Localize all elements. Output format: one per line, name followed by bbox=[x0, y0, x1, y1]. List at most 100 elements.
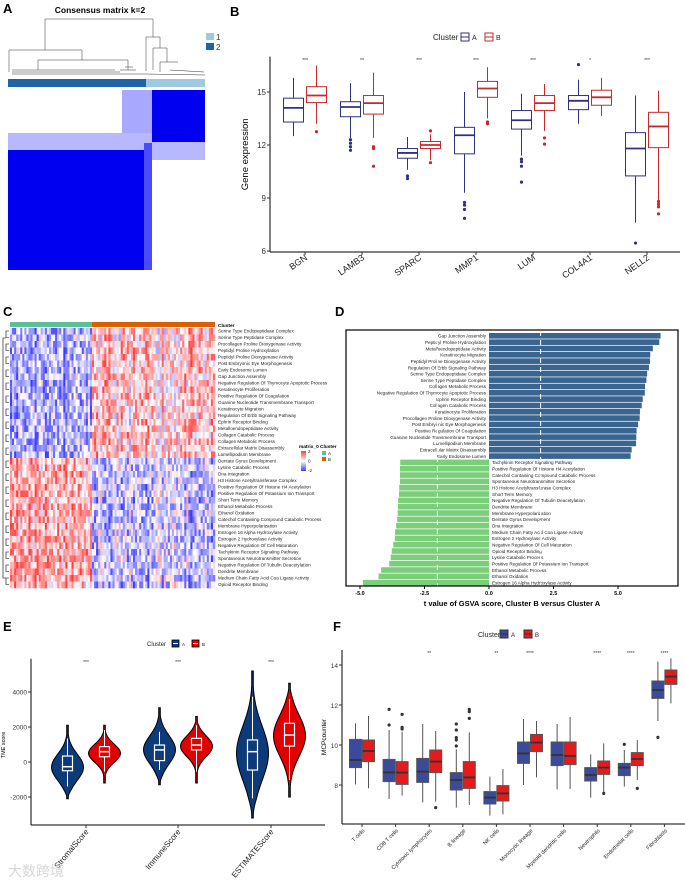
heatmap-cell bbox=[114, 451, 117, 459]
heatmap-cell bbox=[53, 549, 56, 556]
heatmap-cell bbox=[81, 516, 85, 524]
heatmap-cell bbox=[69, 412, 72, 420]
heatmap-cell bbox=[157, 341, 160, 348]
heatmap-cell bbox=[202, 419, 206, 426]
bar-label: Lysine Catabolic Process bbox=[492, 555, 544, 560]
heatmap-cell bbox=[26, 438, 29, 446]
heatmap-cell bbox=[81, 347, 85, 355]
heatmap-cell bbox=[26, 575, 29, 582]
heatmap-cell bbox=[133, 334, 136, 342]
heatmap-cell bbox=[198, 380, 201, 387]
heatmap-cell bbox=[71, 438, 74, 446]
heatmap-cell bbox=[96, 451, 99, 459]
heatmap-cell bbox=[71, 471, 74, 478]
heatmap-cell bbox=[38, 360, 42, 368]
heatmap-cell bbox=[59, 380, 62, 387]
heatmap-cell bbox=[157, 542, 160, 550]
heatmap-cell bbox=[190, 575, 193, 582]
significance-label: *** bbox=[175, 660, 181, 666]
heatmap-cell bbox=[38, 464, 42, 472]
heatmap-cell bbox=[161, 347, 165, 355]
heatmap-cell bbox=[137, 399, 140, 407]
bar-label: Positive Regulation Of Potassium Ion Tra… bbox=[492, 561, 589, 566]
heatmap-cell bbox=[141, 477, 144, 485]
heatmap-cell bbox=[108, 510, 111, 517]
heatmap-cell bbox=[116, 367, 119, 374]
heatmap-cell bbox=[186, 458, 189, 465]
heatmap-cell bbox=[149, 542, 152, 550]
heatmap-cell bbox=[159, 575, 162, 582]
heatmap-cell bbox=[65, 451, 68, 459]
heatmap-cell bbox=[36, 419, 39, 426]
heatmap-cell bbox=[133, 451, 136, 459]
heatmap-cell bbox=[174, 347, 177, 355]
heatmap-cell bbox=[100, 490, 103, 498]
row-label: Lysine Catabolic Process bbox=[218, 465, 270, 470]
heatmap-cell bbox=[202, 341, 206, 348]
heatmap-cell bbox=[161, 536, 165, 543]
heatmap-cell bbox=[69, 484, 72, 491]
heatmap-cell bbox=[108, 581, 111, 589]
heatmap-cell bbox=[147, 386, 150, 394]
outlier-point bbox=[428, 161, 433, 165]
heatmap-cell bbox=[38, 458, 42, 465]
heatmap-legend-tick: 2 bbox=[308, 449, 311, 454]
heatmap-cell bbox=[202, 334, 206, 342]
heatmap-cell bbox=[85, 529, 89, 537]
heatmap-cell bbox=[145, 451, 148, 459]
heatmap-cell bbox=[94, 581, 97, 589]
heatmap-cell bbox=[98, 412, 101, 420]
heatmap-cell bbox=[12, 497, 15, 504]
heatmap-cell bbox=[198, 490, 201, 498]
heatmap-cell bbox=[204, 393, 208, 400]
heatmap-cell bbox=[92, 393, 95, 400]
heatmap-cell bbox=[100, 328, 103, 335]
heatmap-cell bbox=[40, 451, 44, 459]
heatmap-cell bbox=[171, 406, 175, 413]
heatmap-cell bbox=[48, 393, 52, 400]
heatmap-cell bbox=[137, 406, 140, 413]
heatmap-cell bbox=[63, 334, 66, 342]
heatmap-cell bbox=[212, 555, 216, 563]
heatmap-cell bbox=[208, 393, 212, 400]
heatmap-cell bbox=[106, 510, 109, 517]
heatmap-cell bbox=[120, 373, 124, 381]
heatmap-cell bbox=[59, 555, 62, 563]
heatmap-cell bbox=[118, 451, 121, 459]
row-label: Negative Regulation Of Tubulin Deacetyla… bbox=[218, 563, 311, 568]
heatmap-cell bbox=[28, 568, 31, 576]
box-B bbox=[395, 712, 409, 796]
heatmap-cell bbox=[174, 549, 177, 556]
heatmap-cell bbox=[206, 575, 210, 582]
bar-label: Keratinocyte Migration bbox=[440, 353, 486, 358]
heatmap-cell bbox=[190, 497, 193, 504]
heatmap-cell bbox=[141, 432, 144, 439]
heatmap-cell bbox=[94, 562, 97, 569]
bar-label: Dna Integration bbox=[492, 524, 524, 529]
heatmap-cell bbox=[163, 445, 167, 452]
heatmap-cell bbox=[155, 341, 158, 348]
heatmap-cell bbox=[126, 354, 130, 361]
heatmap-cell bbox=[190, 523, 193, 530]
heatmap-cell bbox=[120, 575, 124, 582]
heatmap-cell bbox=[44, 510, 48, 517]
heatmap-cell bbox=[69, 503, 72, 511]
heatmap-cell bbox=[133, 438, 136, 446]
heatmap-cell bbox=[135, 425, 138, 433]
heatmap-cell bbox=[149, 399, 152, 407]
heatmap-cell bbox=[151, 575, 154, 582]
heatmap-cell bbox=[87, 568, 91, 576]
matrix-block-cluster-2 bbox=[8, 150, 144, 270]
heatmap-cell bbox=[100, 458, 103, 465]
heatmap-cell bbox=[194, 367, 197, 374]
bar bbox=[489, 351, 651, 358]
heatmap-cell bbox=[165, 347, 169, 355]
heatmap-cell bbox=[202, 497, 206, 504]
heatmap-cell bbox=[145, 575, 148, 582]
heatmap-cell bbox=[14, 399, 17, 407]
heatmap-legend-tick: -2 bbox=[308, 468, 313, 473]
heatmap-cell bbox=[149, 367, 152, 374]
heatmap-cell bbox=[108, 386, 111, 394]
heatmap-cell bbox=[171, 523, 175, 530]
heatmap-cell bbox=[28, 354, 31, 361]
